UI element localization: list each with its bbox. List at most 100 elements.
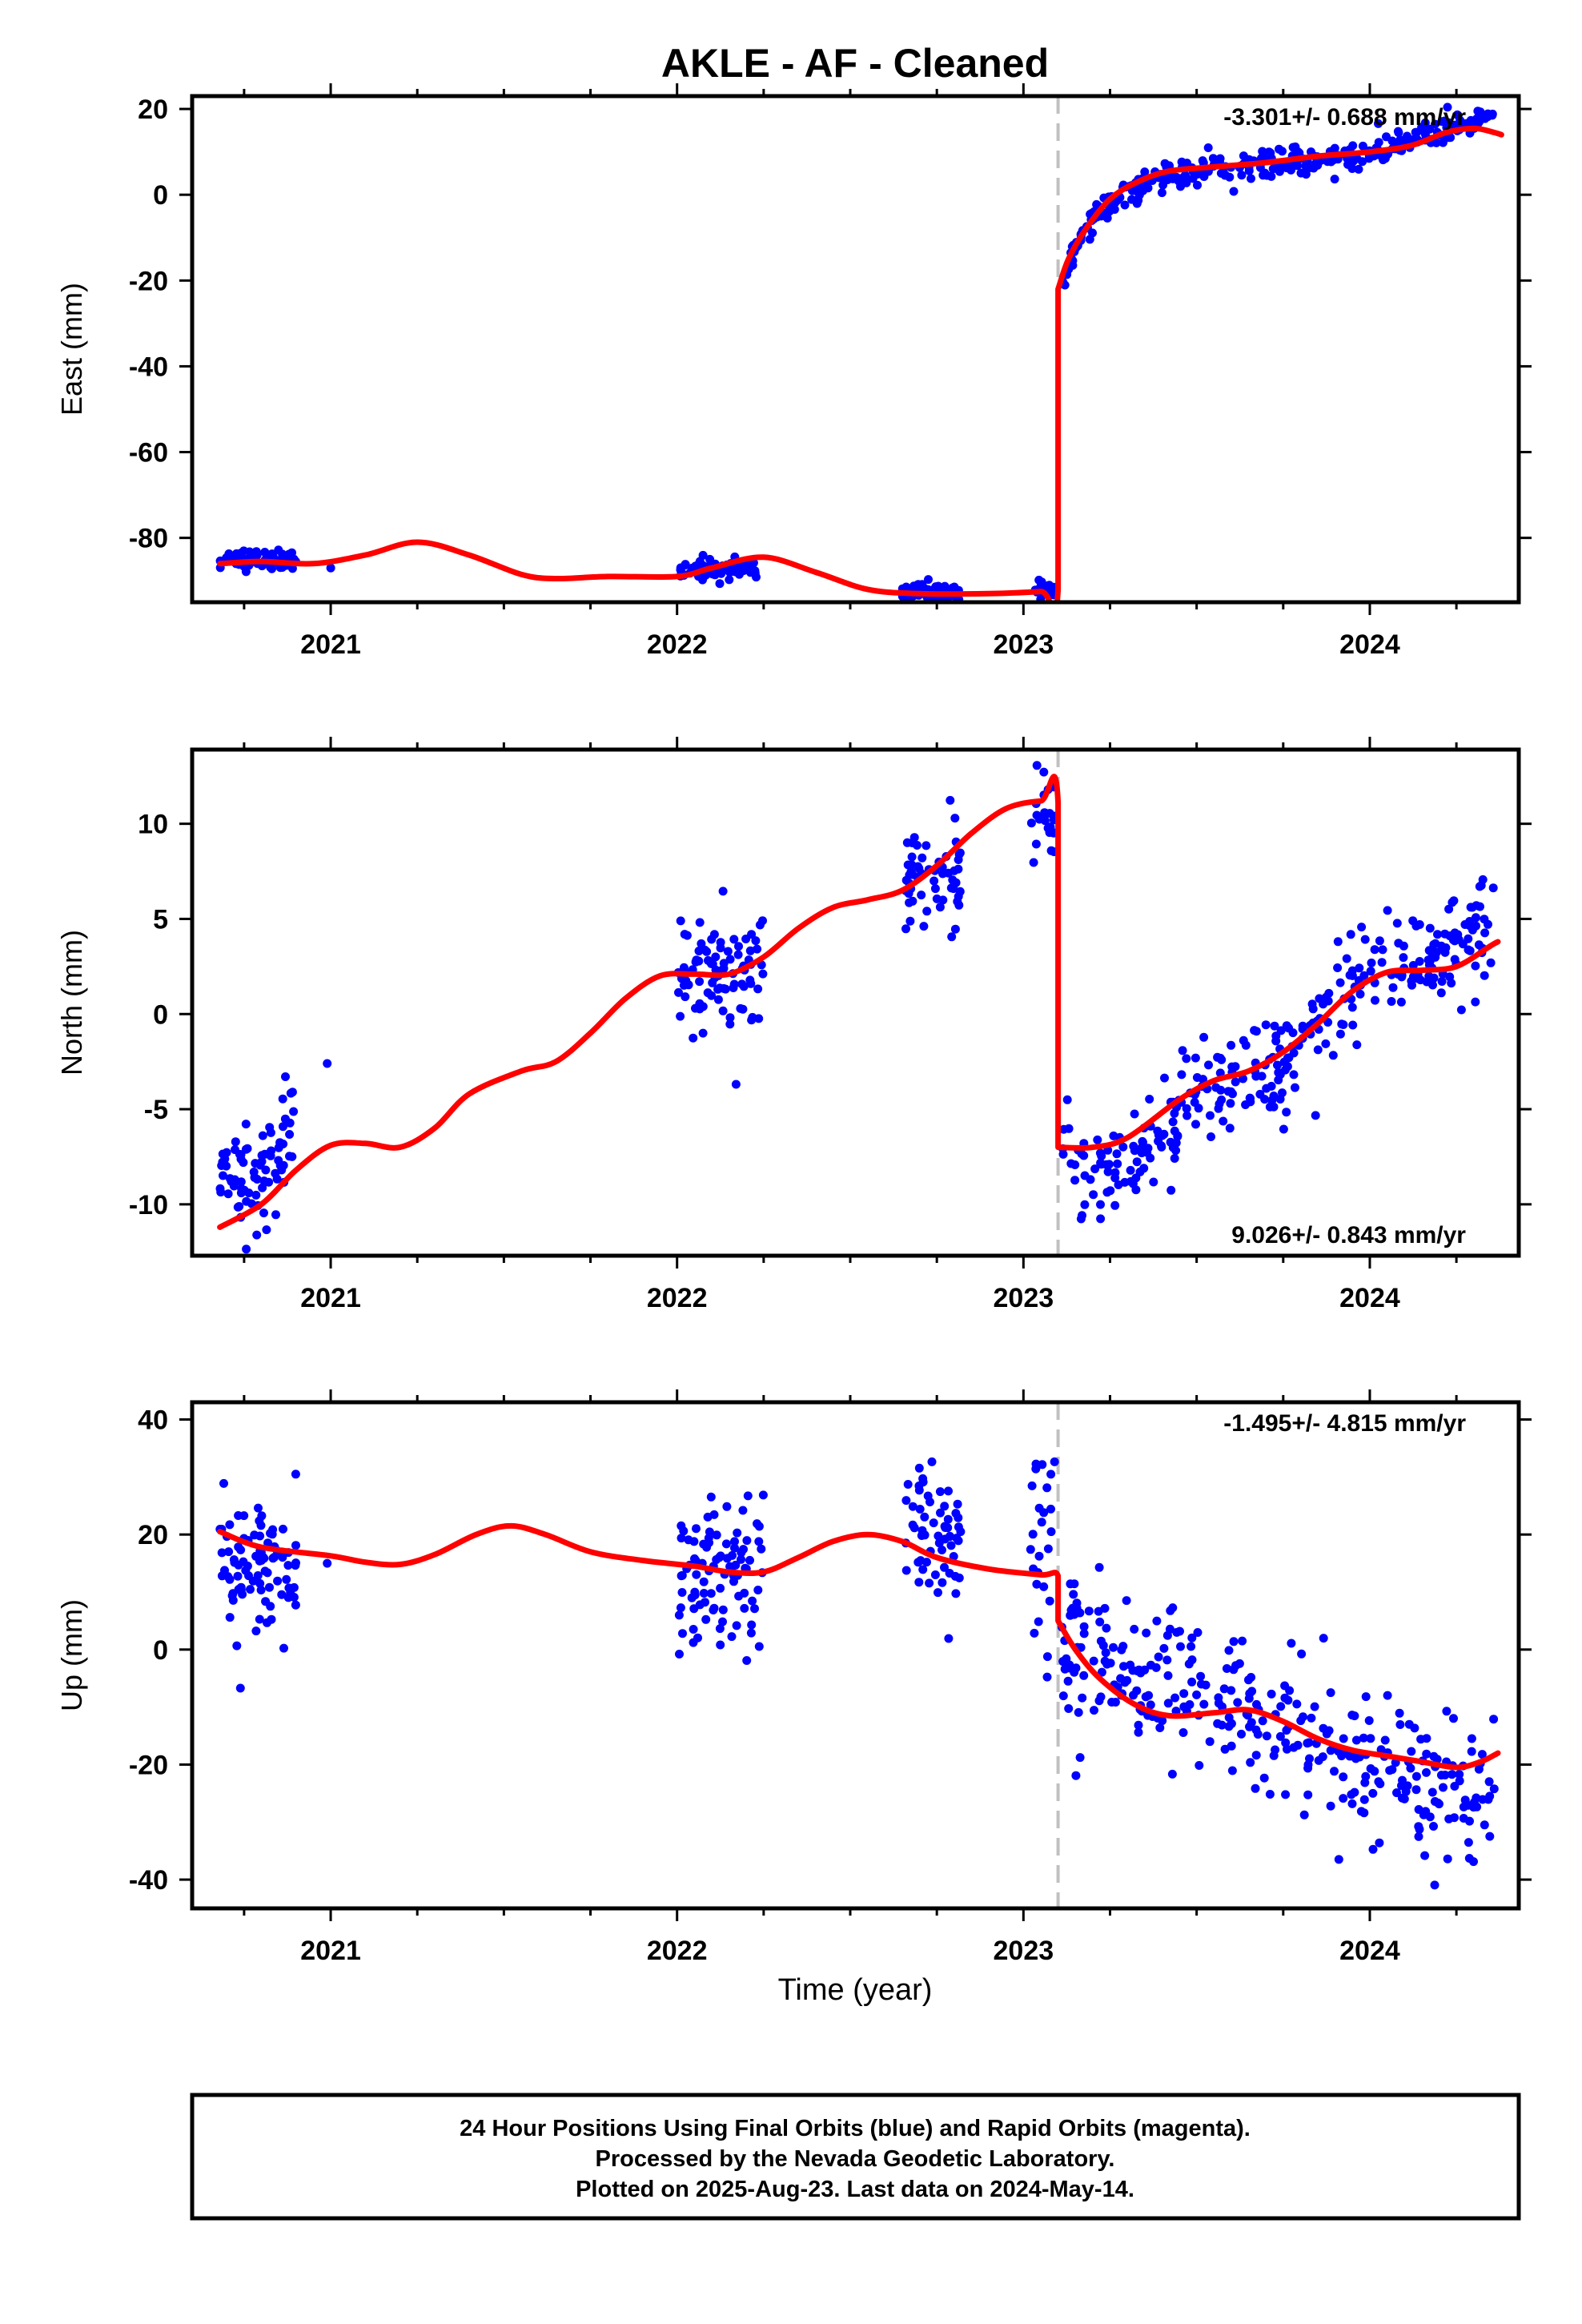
data-point xyxy=(1258,147,1267,156)
data-point xyxy=(1299,1810,1309,1819)
data-point xyxy=(729,935,739,944)
data-point xyxy=(1146,1700,1155,1710)
data-point xyxy=(1465,921,1475,931)
data-point xyxy=(1333,937,1343,947)
data-point xyxy=(742,562,752,572)
data-point xyxy=(1435,1799,1443,1809)
y-tick-label: 0 xyxy=(153,180,168,211)
data-point xyxy=(1460,1795,1470,1805)
data-point xyxy=(1129,1691,1138,1700)
data-point xyxy=(1367,958,1376,967)
data-point xyxy=(241,1566,251,1575)
data-point xyxy=(1130,1624,1139,1634)
data-point xyxy=(286,1088,295,1098)
data-point xyxy=(1360,1778,1370,1787)
data-point xyxy=(1179,1702,1189,1711)
data-point xyxy=(1037,1518,1046,1527)
data-point xyxy=(914,1486,924,1495)
north-axis-label: North (mm) xyxy=(55,930,88,1076)
data-point xyxy=(1070,1579,1079,1589)
data-point xyxy=(754,1642,764,1651)
data-point xyxy=(1469,1803,1478,1812)
data-point xyxy=(1359,1795,1369,1804)
data-point xyxy=(1042,581,1052,591)
data-point xyxy=(1122,1675,1132,1685)
data-point xyxy=(755,920,765,930)
data-point xyxy=(1339,1794,1348,1803)
data-point xyxy=(1088,228,1097,238)
data-point xyxy=(712,1530,721,1540)
data-point xyxy=(1304,1738,1314,1747)
data-point xyxy=(927,1457,937,1466)
data-point xyxy=(1484,1777,1494,1787)
data-point xyxy=(246,1585,255,1594)
data-point xyxy=(692,1570,701,1579)
data-point xyxy=(934,1588,942,1598)
data-point xyxy=(1395,1708,1404,1718)
data-point xyxy=(1026,818,1036,828)
data-point xyxy=(1270,1021,1279,1031)
data-point xyxy=(1216,1085,1226,1095)
data-point xyxy=(1034,1551,1044,1561)
data-point xyxy=(701,1598,709,1607)
data-point xyxy=(1126,1165,1135,1175)
data-point xyxy=(279,1122,287,1132)
data-point xyxy=(676,1011,685,1021)
data-point xyxy=(1097,1667,1106,1677)
data-point xyxy=(1237,171,1247,180)
east-data-points xyxy=(215,103,1497,602)
data-point xyxy=(1377,958,1387,967)
east-model-curve xyxy=(217,125,1504,602)
data-point xyxy=(217,1571,227,1581)
data-point xyxy=(1411,1771,1421,1781)
data-point xyxy=(1477,1750,1487,1759)
data-point xyxy=(936,1508,945,1518)
data-point xyxy=(1204,1060,1213,1070)
data-point xyxy=(914,1463,924,1473)
data-point xyxy=(1267,1689,1276,1699)
data-point xyxy=(1339,1734,1348,1743)
data-point xyxy=(1096,1200,1105,1209)
data-point xyxy=(1102,1160,1111,1169)
data-point xyxy=(1070,1160,1080,1169)
data-point xyxy=(1103,1167,1113,1176)
data-point xyxy=(953,1499,962,1509)
data-point xyxy=(224,1547,234,1557)
data-point xyxy=(684,980,693,990)
data-point xyxy=(1217,1055,1227,1064)
data-point xyxy=(1486,958,1496,967)
data-point xyxy=(1489,1784,1499,1794)
data-point xyxy=(1168,1117,1178,1127)
data-point xyxy=(1114,1180,1123,1189)
data-point xyxy=(930,876,939,886)
data-point xyxy=(917,891,926,900)
data-point xyxy=(1251,1783,1260,1793)
data-point xyxy=(1480,928,1490,938)
data-point xyxy=(234,549,243,559)
data-point xyxy=(255,1578,265,1588)
data-point xyxy=(1424,971,1434,981)
data-point xyxy=(1170,1154,1179,1163)
data-point xyxy=(1376,1745,1386,1755)
data-point xyxy=(680,930,689,939)
data-point xyxy=(1489,1715,1499,1724)
data-point xyxy=(706,1589,716,1598)
data-point xyxy=(742,1536,752,1546)
data-point xyxy=(1163,1671,1173,1680)
data-point xyxy=(745,1555,754,1565)
data-point xyxy=(715,983,725,993)
data-point xyxy=(1464,1838,1473,1848)
data-point xyxy=(1182,1111,1192,1120)
data-point xyxy=(725,1013,735,1023)
data-point xyxy=(1443,118,1453,127)
data-point xyxy=(1481,113,1491,122)
x-tick-label: 2023 xyxy=(994,629,1054,660)
data-point xyxy=(1328,1051,1338,1060)
data-point xyxy=(1102,1188,1112,1197)
data-point xyxy=(1186,1642,1196,1651)
data-point xyxy=(1062,1095,1072,1104)
data-point xyxy=(1485,1791,1495,1801)
data-point xyxy=(731,1080,741,1089)
data-point xyxy=(1433,930,1442,939)
